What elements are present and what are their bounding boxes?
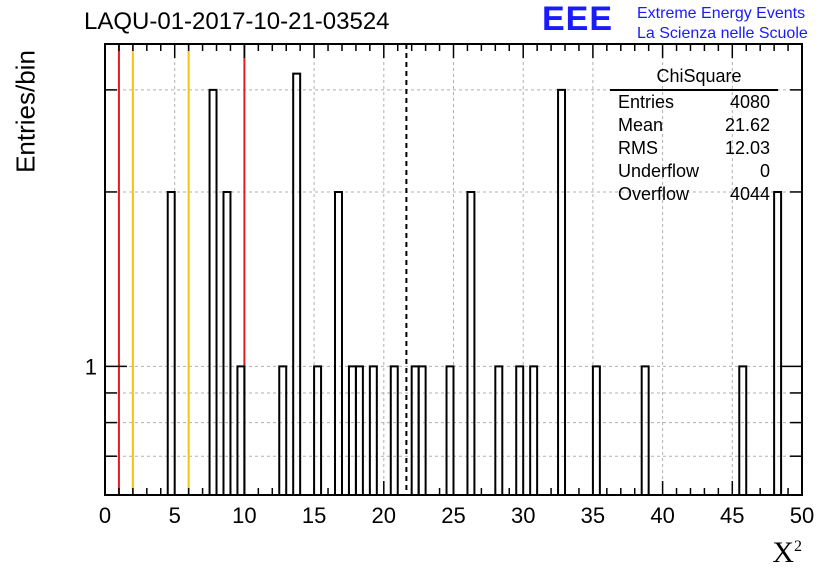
stats-row: Entries 4080 xyxy=(610,91,778,114)
axis-tick-labels: 0 5 10 15 20 25 30 35 40 45 50 1 xyxy=(85,354,814,528)
histogram-bin xyxy=(738,365,748,495)
stats-row: Overflow 4044 xyxy=(610,183,778,206)
histogram-bin xyxy=(591,365,601,495)
histogram-bin xyxy=(313,365,323,495)
histogram-bars xyxy=(166,72,783,495)
histogram-bin xyxy=(208,88,218,495)
stats-label: Mean xyxy=(618,115,664,135)
x-tick-label: 10 xyxy=(232,503,256,528)
x-tick-label: 50 xyxy=(790,503,814,528)
histogram-bin xyxy=(773,190,783,495)
stats-box: ChiSquare Entries 4080 Mean 21.62 RMS 12.03… xyxy=(610,66,778,206)
stats-row: Mean 21.62 xyxy=(610,114,778,137)
x-tick-label: 45 xyxy=(720,503,744,528)
stats-value: 4044 xyxy=(729,184,770,204)
x-tick-label: 20 xyxy=(372,503,396,528)
histogram-bin xyxy=(494,365,504,495)
stats-label: RMS xyxy=(618,138,658,158)
histogram-bin xyxy=(292,72,302,495)
stats-label: Underflow xyxy=(618,161,700,181)
histogram-bin xyxy=(466,190,476,495)
stats-value: 21.62 xyxy=(724,115,770,135)
histogram-bin xyxy=(389,365,399,495)
histogram-bin xyxy=(445,365,455,495)
histogram-bin xyxy=(529,365,539,495)
x-tick-label: 25 xyxy=(441,503,465,528)
axis-ticks xyxy=(104,44,803,496)
histogram-bin xyxy=(278,365,288,495)
histogram-bin xyxy=(222,190,232,495)
stats-value: 12.03 xyxy=(724,138,770,158)
histogram-bin xyxy=(347,365,357,495)
histogram-bin xyxy=(334,190,343,495)
chart-title: LAQU-01-2017-10-21-03524 xyxy=(84,8,390,35)
y-tick-label: 1 xyxy=(85,354,97,379)
x-axis-label-text: X xyxy=(772,536,794,569)
stats-value: 0 xyxy=(759,161,770,181)
histogram-bin xyxy=(368,365,378,495)
x-axis-label: X2 xyxy=(772,536,802,570)
stats-row: Underflow 0 xyxy=(610,160,778,183)
x-tick-label: 0 xyxy=(99,503,111,528)
histogram-bin xyxy=(640,365,650,495)
histogram-bin xyxy=(410,365,420,495)
logo-subtitle-2: La Scienza nelle Scuole xyxy=(637,25,808,42)
x-tick-label: 40 xyxy=(650,503,674,528)
stats-title: ChiSquare xyxy=(610,66,778,91)
histogram-bin xyxy=(354,365,364,495)
x-axis-label-superscript: 2 xyxy=(794,538,802,555)
histogram-bin xyxy=(417,365,427,495)
stats-label: Overflow xyxy=(618,184,690,204)
stats-label: Entries xyxy=(618,92,675,112)
stats-value: 4080 xyxy=(729,92,770,112)
histogram-bin xyxy=(166,190,176,495)
eee-logo: EEE xyxy=(542,0,614,38)
histogram-bin xyxy=(515,365,525,495)
y-axis-label: Entries/bin xyxy=(10,50,41,173)
x-tick-label: 30 xyxy=(511,503,535,528)
x-tick-label: 15 xyxy=(302,503,326,528)
x-tick-label: 5 xyxy=(169,503,181,528)
stats-row: RMS 12.03 xyxy=(610,137,778,160)
x-tick-label: 35 xyxy=(581,503,605,528)
histogram-bin xyxy=(236,365,246,495)
logo-subtitle-1: Extreme Energy Events xyxy=(637,5,806,22)
histogram-bin xyxy=(557,88,567,495)
